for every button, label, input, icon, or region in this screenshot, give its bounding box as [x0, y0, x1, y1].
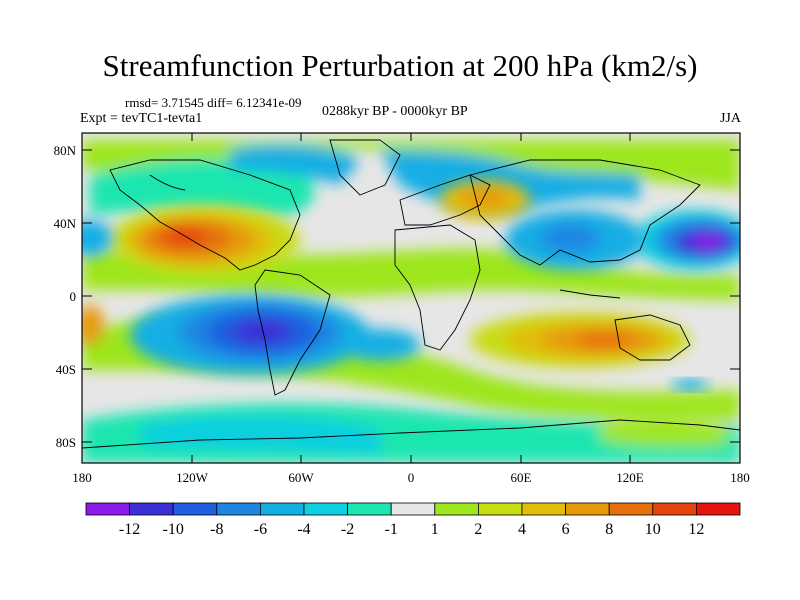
colorbar-label: -4 [297, 521, 310, 538]
colorbar-label: -12 [119, 521, 140, 538]
colorbar-swatch [608, 502, 654, 516]
season-label: JJA [719, 111, 741, 126]
colorbar-swatch [696, 502, 741, 516]
colorbar-swatch [477, 502, 523, 516]
x-tick-label: 180 [72, 470, 92, 485]
colorbar-swatch [434, 502, 479, 516]
period-label: 0288kyr BP - 0000kyr BP [322, 104, 468, 119]
colorbar-swatch [216, 502, 261, 516]
x-axis: 180 120W 60W 0 60E 120E 180 [72, 133, 750, 485]
colorbar-label: 1 [431, 521, 439, 538]
colorbar-label: 6 [562, 521, 570, 538]
x-tick-label: 60W [288, 470, 314, 485]
colorbar-swatch [390, 502, 436, 516]
stats-text: rmsd= 3.71545 diff= 6.12341e-09 [125, 95, 302, 110]
colorbar-swatch [172, 502, 218, 516]
y-tick-label: 80S [56, 435, 76, 450]
experiment-label: Expt = tevTC1-tevta1 [80, 111, 203, 126]
colorbar-swatch [85, 502, 130, 516]
x-tick-label: 0 [408, 470, 415, 485]
streamfunction-field [82, 133, 740, 463]
y-tick-label: 0 [70, 289, 77, 304]
y-tick-label: 40N [54, 216, 77, 231]
colorbar-label: 10 [645, 521, 661, 538]
colorbar-label: 2 [474, 521, 482, 538]
coastlines [82, 139, 740, 449]
colorbar-label: 12 [688, 521, 704, 538]
chart-title: Streamfunction Perturbation at 200 hPa (… [102, 48, 698, 83]
x-tick-label: 120E [616, 470, 644, 485]
colorbar-label: 8 [605, 521, 613, 538]
y-axis: 80N 40N 0 40S 80S [54, 143, 740, 450]
colorbar-swatch [129, 502, 174, 516]
y-tick-label: 40S [56, 362, 76, 377]
x-tick-label: 120W [176, 470, 209, 485]
colorbar-swatch [652, 502, 697, 516]
colorbar-label: 4 [518, 521, 526, 538]
colorbar-label: -2 [341, 521, 354, 538]
x-tick-label: 180 [730, 470, 750, 485]
colorbar-swatch [303, 502, 348, 516]
colorbar-label: -8 [210, 521, 223, 538]
colorbar-label: -10 [163, 521, 184, 538]
y-tick-label: 80N [54, 143, 77, 158]
colorbar-label: -6 [254, 521, 267, 538]
colorbar-swatch [259, 502, 305, 516]
colorbar-swatch [521, 502, 566, 516]
x-tick-label: 60E [511, 470, 532, 485]
colorbar: -12 -10 -8 -6 -4 -2 -1 1 2 4 6 8 10 12 [85, 502, 741, 538]
colorbar-swatch [347, 502, 392, 516]
colorbar-label: -1 [385, 521, 398, 538]
colorbar-swatch [565, 502, 610, 516]
